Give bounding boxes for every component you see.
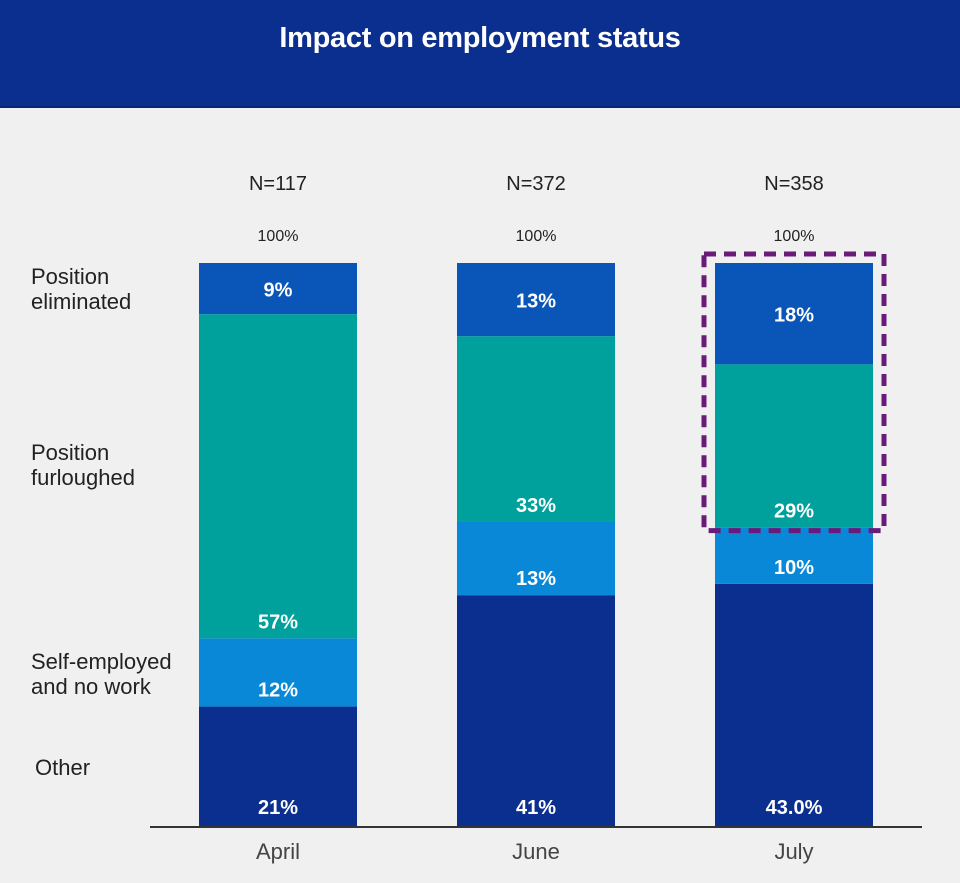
bar-segment-july-position-eliminated	[715, 263, 873, 365]
data-label-april-other: 21%	[258, 797, 298, 819]
bar-segment-june-position-furloughed	[457, 336, 615, 522]
data-label-july-position-furloughed: 29%	[774, 501, 814, 523]
data-label-june-self-employed-and-no-work: 13%	[516, 568, 556, 590]
bar-segment-april-position-furloughed	[199, 314, 357, 639]
data-label-june-position-furloughed: 33%	[516, 495, 556, 517]
data-label-july-other: 43.0%	[766, 797, 823, 819]
bar-segment-april-other	[199, 706, 357, 826]
sample-size-april: N=117	[249, 173, 307, 195]
x-tick-label-april: April	[256, 839, 300, 864]
bar-segment-june-other	[457, 595, 615, 826]
row-label-self-employed-and-no-work: and no work	[31, 674, 152, 699]
data-label-june-position-eliminated: 13%	[516, 291, 556, 313]
bar-segment-june-position-eliminated	[457, 263, 615, 337]
data-label-april-self-employed-and-no-work: 12%	[258, 680, 298, 702]
row-label-self-employed-and-no-work: Self-employed	[31, 649, 172, 674]
bar-segment-june-self-employed-and-no-work	[457, 521, 615, 596]
chart-header: Impact on employment status	[0, 0, 960, 108]
bar-segment-july-self-employed-and-no-work	[715, 527, 873, 584]
highlight-dashed-box	[701, 251, 887, 534]
bar-segment-april-position-eliminated	[199, 263, 357, 315]
row-label-position-furloughed: Position	[31, 440, 109, 465]
data-label-april-position-furloughed: 57%	[258, 611, 298, 633]
bar-segment-july-position-furloughed	[715, 364, 873, 528]
data-label-july-position-eliminated: 18%	[774, 305, 814, 327]
row-label-position-furloughed: furloughed	[31, 465, 135, 490]
data-label-june-other: 41%	[516, 797, 556, 819]
sample-size-july: N=358	[764, 173, 824, 195]
total-label-april: 100%	[258, 228, 299, 245]
data-label-july-self-employed-and-no-work: 10%	[774, 557, 814, 579]
data-label-april-position-eliminated: 9%	[264, 280, 293, 302]
chart-title: Impact on employment status	[279, 22, 681, 54]
row-label-position-eliminated: eliminated	[31, 289, 131, 314]
total-label-july: 100%	[774, 228, 815, 245]
bar-segment-july-other	[715, 583, 873, 826]
row-label-other: Other	[35, 755, 90, 780]
total-label-june: 100%	[516, 228, 557, 245]
x-tick-label-june: June	[512, 839, 560, 864]
sample-size-june: N=372	[506, 173, 566, 195]
x-tick-label-july: July	[774, 839, 813, 864]
row-label-position-eliminated: Position	[31, 264, 109, 289]
bar-segment-april-self-employed-and-no-work	[199, 638, 357, 707]
